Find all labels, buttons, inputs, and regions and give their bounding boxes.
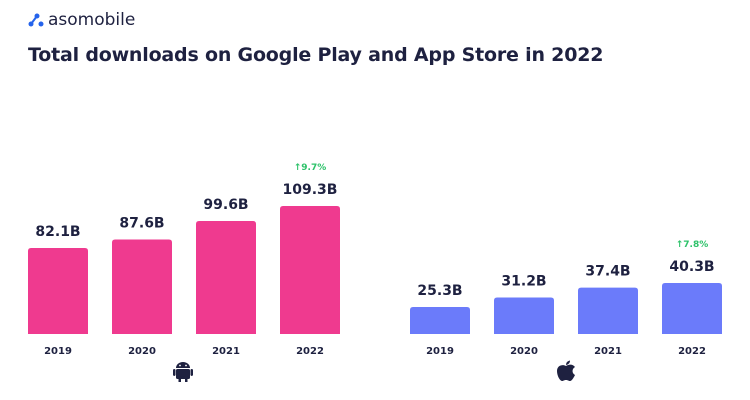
logo: asomobile bbox=[28, 10, 135, 30]
x-tick-label: 2021 bbox=[212, 346, 240, 357]
bar-2021 bbox=[578, 287, 638, 334]
brand-name: asomobile bbox=[48, 10, 136, 30]
x-tick-label: 2020 bbox=[128, 346, 156, 357]
bar-2022 bbox=[662, 282, 722, 334]
bar-2020 bbox=[112, 239, 172, 334]
data-label: 25.3B bbox=[417, 283, 462, 299]
x-tick-label: 2019 bbox=[44, 346, 72, 357]
bar-2020 bbox=[494, 297, 554, 334]
bar-2022 bbox=[280, 206, 340, 334]
x-tick-label: 2022 bbox=[678, 346, 706, 357]
x-tick-label: 2022 bbox=[296, 346, 324, 357]
bar-2019 bbox=[410, 306, 470, 334]
growth-label: ↑9.7% bbox=[294, 163, 327, 173]
apple-icon bbox=[557, 360, 575, 381]
data-label: 87.6B bbox=[119, 216, 164, 232]
data-label: 82.1B bbox=[35, 224, 80, 240]
logo-icon bbox=[28, 13, 44, 27]
growth-label: ↑7.8% bbox=[676, 240, 709, 250]
chart-title: Total downloads on Google Play and App S… bbox=[28, 44, 604, 66]
data-label: 37.4B bbox=[585, 264, 630, 280]
data-label: 99.6B bbox=[203, 197, 248, 213]
data-label: 40.3B bbox=[669, 259, 714, 275]
bar-2021 bbox=[196, 220, 256, 334]
data-label: 109.3B bbox=[283, 182, 338, 198]
x-tick-label: 2019 bbox=[426, 346, 454, 357]
bar-2019 bbox=[28, 247, 88, 334]
x-tick-label: 2020 bbox=[510, 346, 538, 357]
android-icon bbox=[173, 362, 193, 382]
x-tick-label: 2021 bbox=[594, 346, 622, 357]
data-label: 31.2B bbox=[501, 274, 546, 290]
